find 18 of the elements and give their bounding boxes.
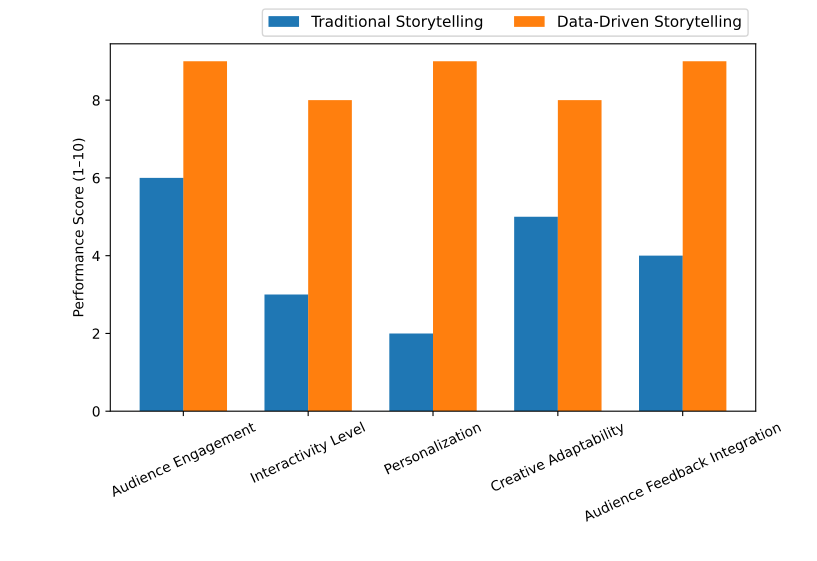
bar — [140, 178, 184, 412]
bar — [433, 61, 477, 412]
bar — [682, 61, 726, 412]
legend-label: Data-Driven Storytelling — [558, 15, 741, 30]
bar — [183, 61, 228, 412]
y-axis-title: Performance Score (1–10) — [72, 138, 86, 316]
y-tick-label: 4 — [92, 250, 100, 261]
y-tick-label: 2 — [92, 328, 100, 339]
bar — [639, 256, 683, 412]
bar — [514, 216, 558, 412]
bar — [389, 333, 434, 412]
legend-label: Traditional Storytelling — [311, 15, 482, 30]
bar — [308, 100, 352, 412]
y-tick-label: 8 — [92, 95, 100, 106]
bar — [264, 294, 308, 412]
y-tick-label: 6 — [92, 172, 100, 184]
y-tick-label: 0 — [92, 406, 100, 417]
bar — [558, 100, 602, 412]
